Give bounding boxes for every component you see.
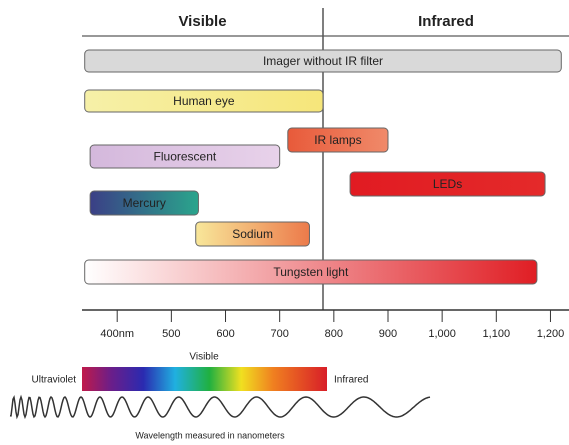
x-tick-label: 800 [325,328,343,340]
bar-label: Tungsten light [273,265,349,279]
x-tick-label: 500 [162,328,180,340]
bar-label: Fluorescent [154,150,217,164]
bar-label: Mercury [123,196,166,210]
bar-label: Human eye [173,94,235,108]
bar-label: Imager without IR filter [263,54,383,68]
x-tick-label: 1,000 [428,328,456,340]
x-tick-label: 700 [270,328,288,340]
spectrum-right: Infrared [334,375,368,386]
bar-label: LEDs [433,177,462,191]
x-tick-label: 400nm [100,328,134,340]
bar-label: Sodium [232,227,273,241]
region-label: Infrared [418,13,474,30]
x-tick-label: 1,100 [483,328,511,340]
spectrum-title: Visible [189,352,219,363]
x-tick-label: 1,200 [537,328,565,340]
wave [10,397,430,417]
x-tick-label: 600 [216,328,234,340]
chart: Visible Ultraviolet Infrared Wavelength … [0,0,569,445]
x-tick-label: 900 [379,328,397,340]
spectrum-band [82,367,327,391]
bar-label: IR lamps [314,133,361,147]
spectrum-left: Ultraviolet [32,375,77,386]
region-label: Visible [178,13,226,30]
spectrum-caption: Wavelength measured in nanometers [135,430,285,440]
